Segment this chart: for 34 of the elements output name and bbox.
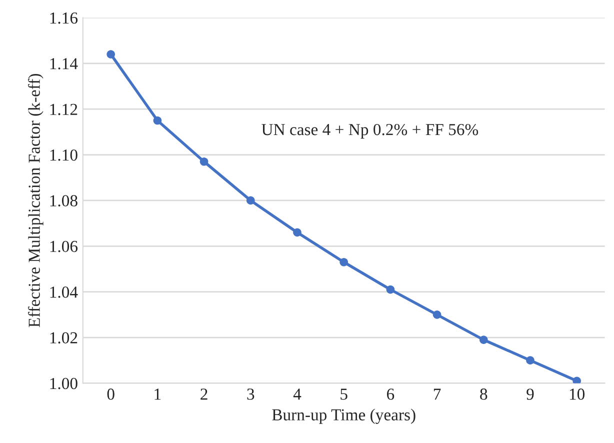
- point: [200, 157, 208, 166]
- x-tick-label: 7: [434, 388, 441, 400]
- point: [340, 258, 348, 266]
- point: [246, 196, 255, 205]
- x-tick-label: 6: [386, 388, 394, 400]
- point: [479, 336, 488, 344]
- x-tick-label: 3: [247, 388, 254, 400]
- annotation: UN case 4 + Np 0.2% + FF 56%: [262, 124, 478, 139]
- y-tick-label: 1.08: [50, 195, 78, 206]
- point: [293, 228, 302, 237]
- point: [153, 116, 162, 125]
- y-tick-label: 1.04: [50, 286, 78, 298]
- point: [526, 356, 534, 365]
- x-tick-label: 8: [480, 388, 488, 400]
- x-axis-title: Burn-up Time (years): [272, 408, 416, 424]
- x-tick-label: 10: [570, 388, 585, 400]
- point: [432, 310, 442, 319]
- x-tick-label: 4: [293, 388, 302, 400]
- y-tick-label: 1.02: [50, 332, 78, 344]
- y-axis-title: Effective Multiplication Factor (k-eff): [28, 74, 44, 328]
- y-tick-label: 1.12: [50, 104, 78, 116]
- y-tick-label: 1.14: [50, 58, 78, 70]
- x-tick-label: 0: [107, 388, 114, 400]
- point: [106, 50, 116, 58]
- y-tick-label: 1.16: [50, 12, 78, 24]
- x-tick-label: 2: [200, 388, 208, 400]
- point: [386, 285, 395, 294]
- point: [572, 376, 581, 384]
- x-tick-label: 1: [154, 388, 161, 400]
- y-tick-label: 1.10: [50, 149, 78, 161]
- y-tick-label: 1.06: [50, 240, 78, 252]
- y-tick-label: 1.00: [50, 378, 78, 390]
- x-tick-label: 9: [526, 388, 534, 400]
- x-tick-label: 5: [340, 388, 348, 400]
